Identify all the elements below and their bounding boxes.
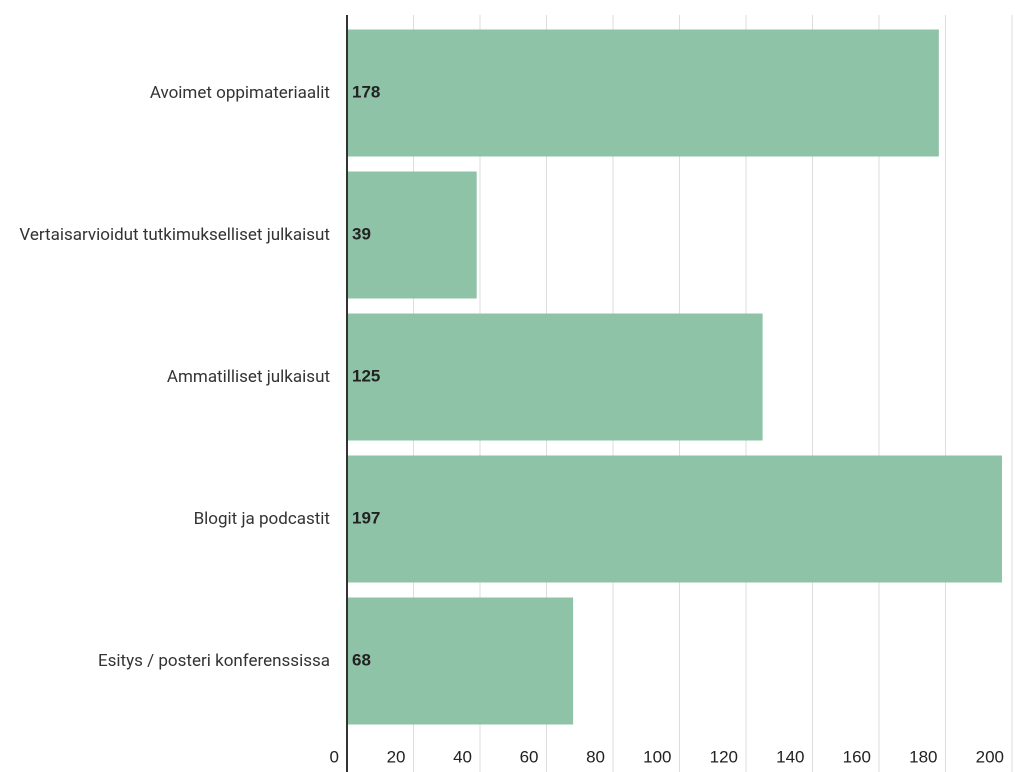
value-label: 39 <box>352 224 371 243</box>
x-tick-label: 20 <box>387 747 406 766</box>
bar <box>347 597 574 725</box>
x-tick-label: 120 <box>710 747 738 766</box>
category-label: Esitys / posteri konferenssissa <box>97 651 330 671</box>
x-tick-label: 200 <box>976 747 1004 766</box>
x-tick-label: 40 <box>453 747 472 766</box>
value-label: 68 <box>352 650 371 669</box>
value-label: 178 <box>352 82 380 101</box>
category-label: Vertaisarvioidut tutkimukselliset julkai… <box>19 225 330 245</box>
bar <box>347 455 1003 583</box>
category-label: Ammatilliset julkaisut <box>166 367 330 387</box>
bar <box>347 29 939 157</box>
x-tick-label: 160 <box>843 747 871 766</box>
bar <box>347 313 763 441</box>
bar <box>347 171 477 299</box>
x-tick-label: 60 <box>520 747 539 766</box>
category-label: Avoimet oppimateriaalit <box>149 83 330 103</box>
x-tick-label: 0 <box>330 747 339 766</box>
x-tick-label: 80 <box>586 747 605 766</box>
x-tick-label: 100 <box>643 747 671 766</box>
value-label: 125 <box>352 366 380 385</box>
x-tick-label: 180 <box>909 747 937 766</box>
category-label: Blogit ja podcastit <box>193 509 330 529</box>
value-label: 197 <box>352 508 380 527</box>
x-tick-label: 140 <box>776 747 804 766</box>
